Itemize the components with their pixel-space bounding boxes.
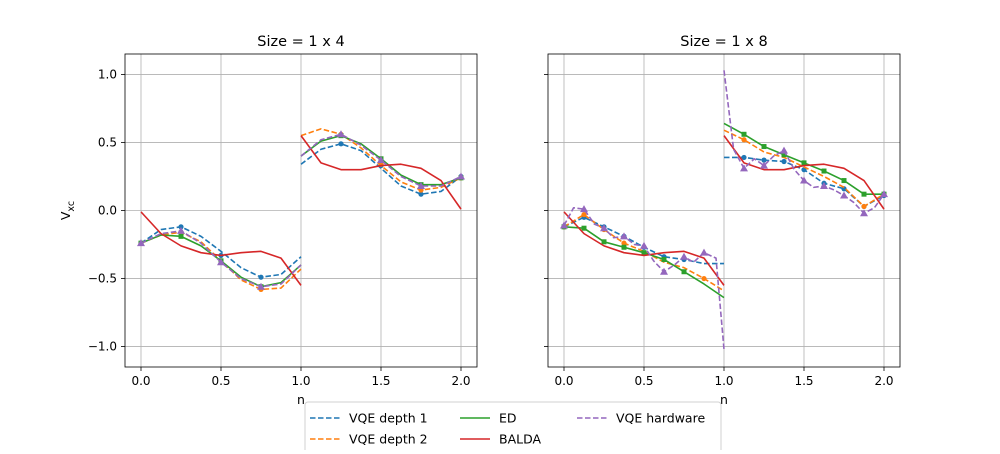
data-point	[880, 190, 888, 198]
data-point	[178, 233, 184, 239]
data-point	[581, 225, 587, 231]
data-point	[741, 131, 747, 137]
x-axis-label: n	[720, 392, 728, 407]
data-point	[681, 269, 687, 275]
data-point	[660, 267, 668, 275]
data-point	[741, 154, 747, 161]
y-tick-label: 0.0	[98, 204, 117, 218]
x-tick-label: 1.0	[291, 374, 310, 388]
legend-box	[304, 401, 722, 454]
data-point	[740, 164, 748, 172]
data-point	[377, 156, 385, 164]
panel-2: 0.0 0.5 1.0 1.5 2.0 Size = 1 x 8 n	[544, 34, 901, 407]
data-point	[640, 241, 648, 249]
series-line-vqe-depth-2	[723, 129, 885, 208]
x-tick-label: 0.0	[554, 374, 573, 388]
x-tick-label: 1.5	[794, 374, 813, 388]
data-point	[700, 248, 708, 256]
legend-label: VQE hardware	[616, 411, 705, 426]
legend-label: VQE depth 2	[349, 432, 428, 447]
series-line-balda	[300, 135, 462, 210]
data-point	[178, 224, 184, 230]
data-point	[457, 172, 465, 180]
data-point	[600, 224, 608, 232]
x-tick-label: 0.5	[634, 374, 653, 388]
data-point	[601, 239, 607, 245]
data-point	[861, 203, 867, 210]
data-point	[257, 282, 265, 290]
chart-title: Size = 1 x 8	[680, 34, 767, 50]
data-point	[701, 275, 707, 282]
series-line-balda	[723, 135, 885, 210]
data-point	[177, 226, 185, 234]
series-line-vqe-depth-1	[300, 143, 462, 195]
x-tick-label: 1.5	[371, 374, 390, 388]
data-point	[418, 191, 424, 197]
data-point	[620, 232, 628, 240]
data-point	[661, 256, 667, 262]
data-point	[800, 176, 808, 184]
data-point	[781, 158, 787, 165]
data-point	[641, 250, 647, 256]
data-point	[338, 141, 344, 147]
chart-title: Size = 1 x 4	[257, 34, 344, 50]
data-point	[621, 244, 627, 250]
y-axis-label-main: V	[58, 211, 73, 220]
data-point	[860, 209, 868, 217]
data-point	[861, 191, 867, 197]
data-point	[761, 157, 767, 163]
series-line-balda	[140, 211, 302, 286]
series-line-vqe-depth-1	[140, 226, 302, 278]
data-point	[417, 182, 425, 190]
data-point	[781, 152, 787, 158]
series-line-vqe-depth-2	[563, 213, 725, 292]
series-group	[137, 128, 465, 293]
x-tick-label: 0.0	[131, 374, 150, 388]
x-tick-label: 0.5	[211, 374, 230, 388]
data-point	[580, 205, 588, 213]
data-point	[741, 137, 747, 143]
series-group	[560, 70, 888, 350]
y-tick-label: 1.0	[98, 67, 117, 81]
data-point	[821, 168, 827, 174]
data-point	[621, 240, 627, 246]
legend-label: ED	[499, 411, 517, 426]
y-tick-label: −0.5	[88, 272, 117, 286]
y-tick-label: −1.0	[88, 340, 117, 354]
data-point	[780, 146, 788, 154]
panel-1: 0.0 0.5 1.0 1.5 2.0 1.0 0.5 0.0 −0.5 −1.0 Size = 1…	[58, 34, 478, 407]
x-tick-label: 1.0	[714, 374, 733, 388]
data-point	[761, 144, 767, 150]
data-point	[680, 252, 688, 260]
legend-label: VQE depth 1	[349, 411, 428, 426]
x-tick-label: 2.0	[874, 374, 893, 388]
legend: VQE depth 1 VQE depth 2 ED BALDA VQE hardwar…	[304, 401, 722, 454]
data-point	[581, 211, 587, 218]
x-axis-label: n	[297, 392, 305, 407]
y-tick-label: 0.5	[98, 135, 117, 149]
legend-label: BALDA	[499, 432, 541, 447]
data-point	[801, 160, 807, 166]
data-point	[337, 130, 345, 138]
data-point	[760, 161, 768, 169]
data-point	[840, 191, 848, 199]
y-axis-label-sub: xc	[66, 201, 77, 212]
series-line-balda	[563, 211, 725, 286]
data-point	[841, 178, 847, 184]
data-point	[137, 239, 145, 247]
data-point	[560, 221, 568, 229]
data-point	[820, 182, 828, 190]
data-point	[258, 274, 264, 280]
y-axis-label: Vxc	[58, 201, 77, 220]
x-tick-label: 2.0	[451, 374, 470, 388]
series-line-vqe-hardware	[300, 133, 462, 187]
data-point	[217, 258, 225, 266]
